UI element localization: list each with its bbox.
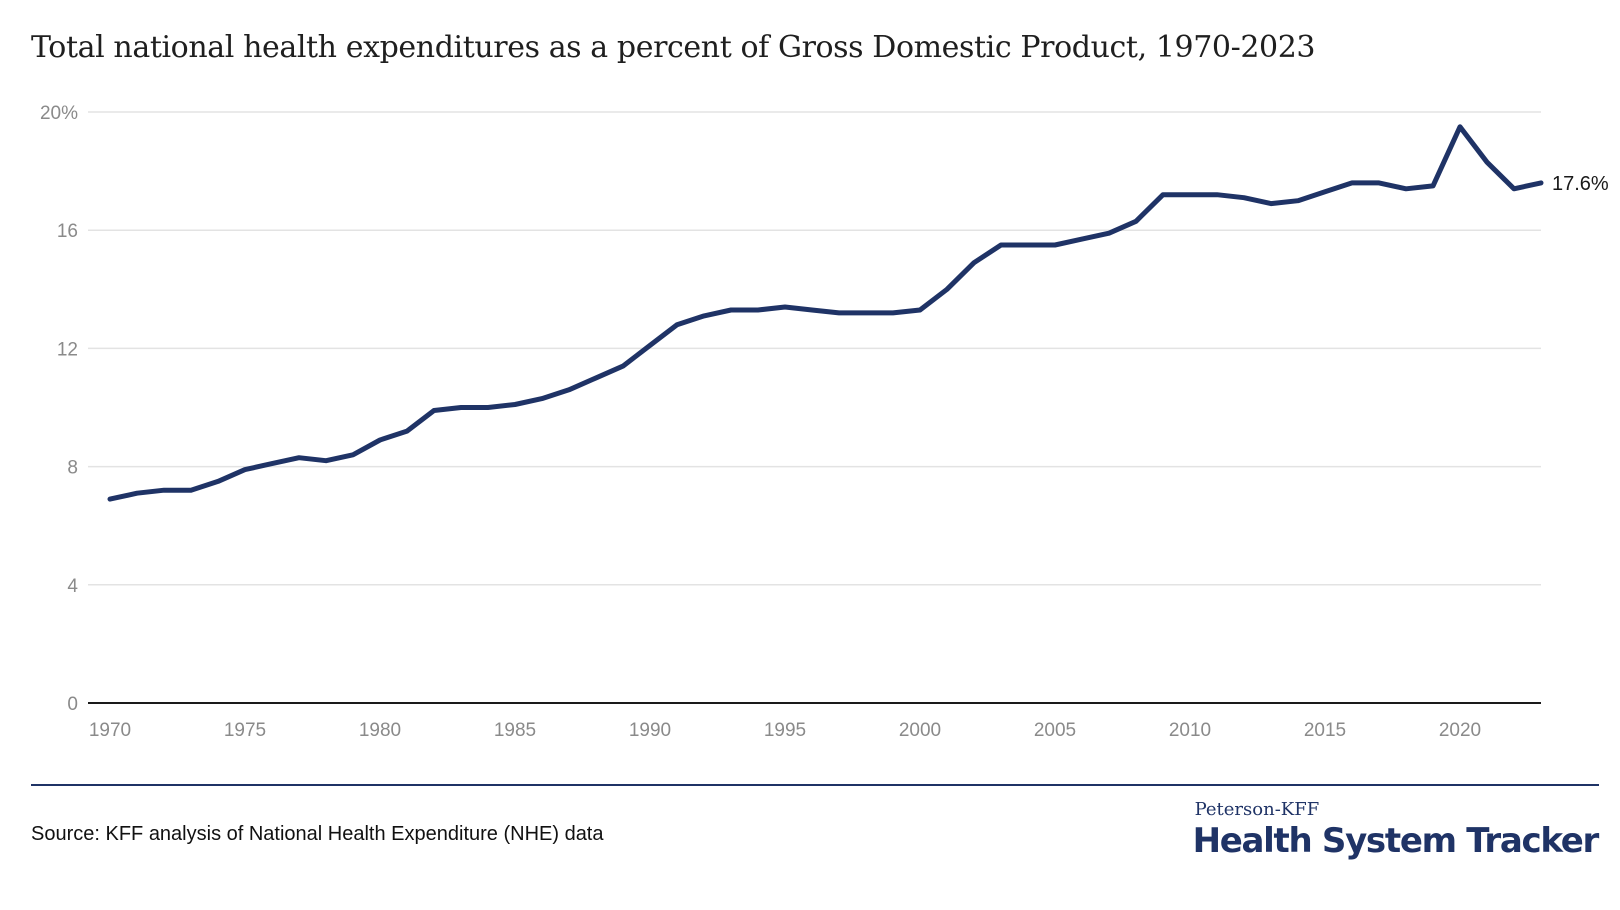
x-tick-label: 1995 (764, 720, 806, 741)
y-tick-label: 4 (67, 576, 78, 597)
gridlines (88, 111, 1541, 586)
logo-main-text: Health System Tracker (1192, 821, 1600, 861)
x-tick-label: 1970 (89, 720, 131, 741)
x-tick-label: 1975 (224, 720, 266, 741)
x-tick-label: 1990 (629, 720, 671, 741)
series-line (107, 124, 1544, 502)
end-value-label: 17.6% (1552, 173, 1609, 195)
x-tick-label: 2015 (1304, 720, 1346, 741)
y-tick-label: 20% (40, 103, 78, 124)
x-axis-ticks: 1970 1975 1980 1985 1990 1995 2000 2005 2010 2015… (89, 720, 1481, 741)
x-tick-label: 2020 (1439, 720, 1481, 741)
y-tick-label: 12 (57, 339, 78, 360)
source-note: Source: KFF analysis of National Health … (31, 823, 604, 845)
x-tick-label: 1985 (494, 720, 536, 741)
line-chart: 0 4 8 12 16 20% 1970 1975 1980 1985 1990 1995 2000 2… (40, 103, 1609, 741)
y-axis-ticks: 0 4 8 12 16 20% (40, 103, 78, 715)
x-tick-label: 2000 (899, 720, 941, 741)
x-tick-label: 2010 (1169, 720, 1211, 741)
y-tick-label: 16 (57, 221, 78, 242)
footer-divider (31, 784, 1599, 786)
logo-top-text: Peterson-KFF (1194, 799, 1320, 820)
y-tick-label: 0 (67, 694, 78, 715)
x-tick-label: 2005 (1034, 720, 1076, 741)
x-tick-label: 1980 (359, 720, 401, 741)
y-tick-label: 8 (67, 458, 78, 479)
brand-logo: Peterson-KFF Health System Tracker (1192, 799, 1600, 862)
chart-title: Total national health expenditures as a … (31, 30, 1316, 65)
